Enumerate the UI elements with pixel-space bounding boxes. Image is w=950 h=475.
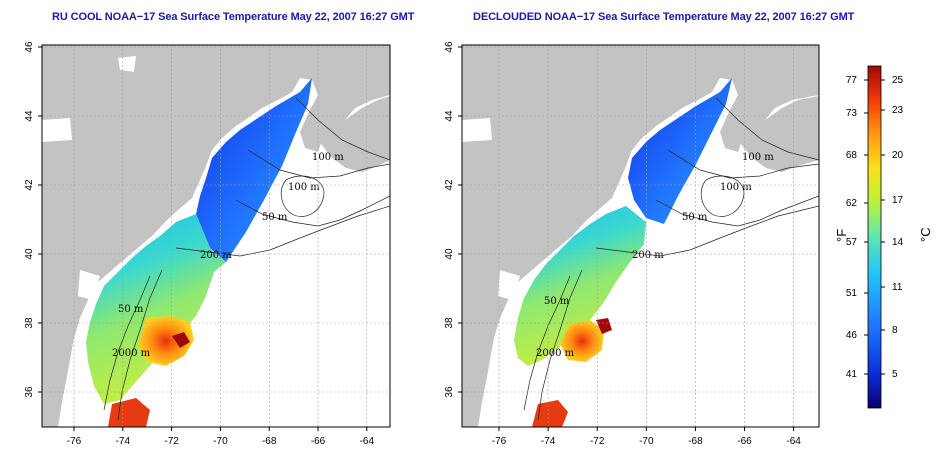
right-map-title: DECLOUDED NOAA−17 Sea Surface Temperatur…: [473, 11, 855, 23]
x-tick-label: -64: [786, 436, 801, 447]
right-sst-gulfstream: [532, 400, 568, 427]
colorbar-f-label: 68: [846, 150, 858, 161]
x-tick-label: -72: [164, 436, 179, 447]
colorbar-gradient: [867, 65, 882, 409]
contour-label: 100 m: [312, 152, 344, 163]
right-x-axis: -76 -74 -72 -70 -68 -66 -64: [492, 427, 801, 447]
right-sst-gulf-of-maine: [628, 78, 732, 224]
left-land-mainland: [42, 45, 390, 427]
right-sst-hot-spot: [596, 318, 612, 334]
colorbar-c-label: 5: [892, 369, 898, 380]
right-land-novascotia: [738, 96, 819, 172]
right-land-mainland: [462, 45, 819, 427]
y-tick-label: 40: [24, 248, 35, 260]
x-tick-label: -74: [541, 436, 556, 447]
right-map-frame: [461, 44, 820, 428]
right-sst-midatlantic: [514, 206, 646, 366]
contour-label: 2000 m: [112, 348, 151, 359]
colorbar-celsius-ticks: 25 23 20 17 14 11 8 5: [881, 75, 904, 380]
y-tick-label: 46: [24, 41, 35, 53]
x-tick-label: -70: [213, 436, 228, 447]
left-land-novascotia: [318, 96, 390, 172]
colorbar-c-label: 14: [892, 237, 904, 248]
x-tick-label: -72: [590, 436, 605, 447]
x-tick-label: -76: [67, 436, 82, 447]
right-sst-warm-eddy: [560, 320, 604, 362]
contour-label: 100 m: [742, 152, 774, 163]
right-cloud-patch: [462, 118, 492, 142]
colorbar-f-label: 73: [846, 108, 858, 119]
y-tick-label: 40: [444, 248, 455, 260]
colorbar-c-label: 11: [892, 282, 903, 293]
colorbar-f-label: 46: [846, 330, 858, 341]
colorbar-c-label: 8: [892, 325, 898, 336]
colorbar-f-label: 51: [846, 288, 858, 299]
colorbar-f-label: 57: [846, 237, 858, 248]
x-tick-label: -76: [492, 436, 507, 447]
right-map-panel: 100 m 100 m 50 m 200 m 50 m 2000 m: [462, 45, 819, 427]
left-grid: [42, 45, 390, 427]
contour-label: 2000 m: [536, 348, 575, 359]
colorbar: 77 73 68 62 57 51 46 41 25 23 20 17 14 11 8 5 °F °C: [834, 65, 933, 409]
colorbar-c-label: 23: [892, 105, 904, 116]
y-tick-label: 42: [444, 179, 455, 191]
y-tick-label: 38: [24, 317, 35, 329]
colorbar-c-label: 17: [892, 195, 904, 206]
contour-label: 100 m: [288, 182, 320, 193]
colorbar-f-label: 41: [846, 369, 858, 380]
y-tick-label: 42: [24, 179, 35, 191]
left-map-frame: [41, 44, 391, 428]
colorbar-f-label: 62: [846, 198, 858, 209]
colorbar-c-label: 25: [892, 75, 904, 86]
contour-label: 50 m: [544, 296, 570, 307]
left-y-axis: 36 38 40 42 44 46: [24, 41, 42, 398]
contour-label: 200 m: [200, 250, 232, 261]
left-map-title: RU COOL NOAA−17 Sea Surface Temperature …: [52, 11, 415, 23]
celsius-unit-label: °C: [918, 227, 933, 242]
x-tick-label: -74: [116, 436, 131, 447]
left-contour-labels: 100 m 100 m 50 m 200 m 50 m 2000 m: [112, 152, 344, 359]
colorbar-f-label: 77: [846, 75, 858, 86]
y-tick-label: 46: [444, 41, 455, 53]
right-cloud-patch: [498, 270, 520, 300]
left-x-axis: -76 -74 -72 -70 -68 -66 -64: [67, 427, 375, 447]
y-tick-label: 36: [444, 386, 455, 398]
contour-label: 50 m: [682, 212, 708, 223]
y-tick-label: 44: [24, 110, 35, 122]
left-sst-gulf-of-maine: [196, 78, 312, 262]
left-map-panel: 100 m 100 m 50 m 200 m 50 m 2000 m: [42, 45, 390, 427]
contour-label: 100 m: [720, 182, 752, 193]
y-tick-label: 38: [444, 317, 455, 329]
x-tick-label: -68: [688, 436, 703, 447]
fahrenheit-unit-label: °F: [834, 229, 849, 242]
x-tick-label: -70: [639, 436, 654, 447]
x-tick-label: -66: [737, 436, 752, 447]
x-tick-label: -64: [360, 436, 375, 447]
colorbar-c-label: 20: [892, 150, 904, 161]
right-contour-labels: 100 m 100 m 50 m 200 m 50 m 2000 m: [536, 152, 774, 359]
right-y-axis: 36 38 40 42 44 46: [444, 41, 462, 398]
left-sst-gulfstream: [108, 398, 150, 427]
contour-label: 200 m: [632, 250, 664, 261]
y-tick-label: 36: [24, 386, 35, 398]
left-sst-warm-eddy: [138, 316, 194, 366]
right-bathymetry-contours: [523, 97, 819, 421]
right-grid: [462, 45, 819, 427]
y-tick-label: 44: [444, 110, 455, 122]
left-cloud-patch: [118, 56, 136, 72]
x-tick-label: -66: [311, 436, 326, 447]
left-cloud-patch: [78, 270, 100, 300]
left-sst-hot-spot: [172, 332, 190, 348]
colorbar-fahrenheit-ticks: 77 73 68 62 57 51 46 41: [846, 75, 868, 380]
contour-label: 50 m: [118, 304, 144, 315]
contour-label: 50 m: [262, 212, 288, 223]
left-cloud-patch: [42, 118, 72, 142]
left-sst-midatlantic: [86, 214, 226, 404]
x-tick-label: -68: [262, 436, 277, 447]
